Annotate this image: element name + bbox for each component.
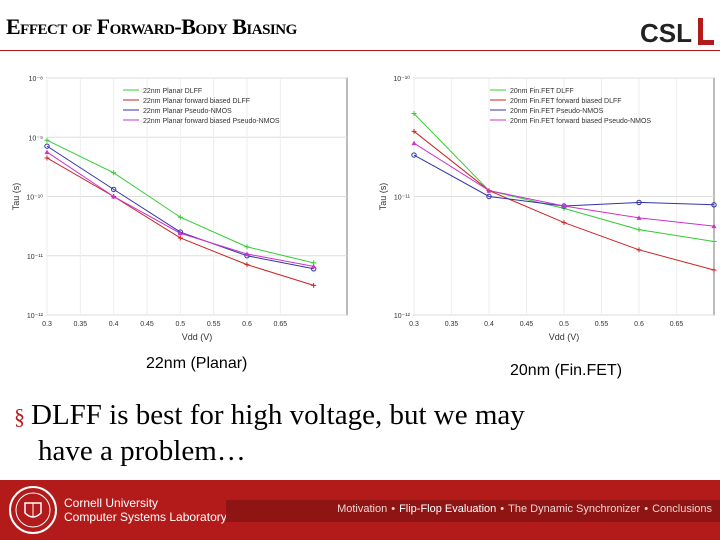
data-point xyxy=(110,186,117,193)
title-divider xyxy=(0,50,720,51)
cornell-seal-icon xyxy=(9,486,57,534)
data-point xyxy=(44,155,50,161)
caption-right: 20nm (Fin.FET) xyxy=(510,362,623,379)
data-point xyxy=(561,203,567,208)
data-point xyxy=(311,263,317,269)
x-tick-label: 0.35 xyxy=(74,321,88,328)
data-point xyxy=(711,267,717,273)
x-tick-label: 0.55 xyxy=(207,321,221,328)
data-point xyxy=(411,140,417,146)
x-tick-label: 0.3 xyxy=(409,321,419,328)
data-point xyxy=(486,188,492,193)
breadcrumb-item[interactable]: Flip-Flop Evaluation xyxy=(399,503,497,515)
y-tick-label: 10⁻¹¹ xyxy=(27,254,44,261)
x-tick-label: 0.45 xyxy=(520,321,534,328)
logo-text: CSL xyxy=(640,18,692,48)
legend-entry: 20nm Fin.FET Pseudo-NMOS xyxy=(510,108,604,115)
legend-entry: 22nm Planar DLFF xyxy=(143,88,202,95)
org-name: Cornell University Computer Systems Labo… xyxy=(64,496,227,524)
data-point xyxy=(311,282,317,288)
y-tick-label: 10⁻¹⁰ xyxy=(26,194,43,202)
legend-entry: 22nm Planar Pseudo-NMOS xyxy=(143,108,232,115)
slide-title: Effect of Forward-Body Biasing xyxy=(6,14,297,39)
x-tick-label: 0.5 xyxy=(175,321,185,328)
breadcrumb-separator: • xyxy=(391,503,396,515)
bullet-marker: § xyxy=(14,404,25,429)
legend-entry: 20nm Fin.FET DLFF xyxy=(510,88,574,95)
data-point xyxy=(411,111,417,117)
y-axis-label: Tau (s) xyxy=(378,183,388,211)
data-point xyxy=(244,244,250,250)
data-point xyxy=(177,235,183,241)
x-tick-label: 0.4 xyxy=(109,321,119,328)
breadcrumb-item[interactable]: Motivation xyxy=(337,503,388,515)
data-point xyxy=(711,202,717,208)
breadcrumb-item[interactable]: Conclusions xyxy=(652,503,712,515)
org-line1: Cornell University xyxy=(64,496,159,510)
data-point xyxy=(44,137,50,143)
data-point xyxy=(636,199,642,206)
data-point xyxy=(636,215,642,220)
bullet-text-line1: DLFF is best for high voltage, but we ma… xyxy=(31,399,525,431)
chart-right: 10⁻¹² 10⁻¹¹ 10⁻¹⁰ 0.3 0.35 0.4 0.45 0.5 0.55 0.6 0… xyxy=(378,75,717,342)
y-tick-label: 10⁻⁸ xyxy=(29,76,43,83)
data-point xyxy=(177,230,183,236)
y-tick-label: 10⁻¹² xyxy=(27,313,44,320)
data-point xyxy=(411,128,417,134)
data-point xyxy=(244,251,250,256)
y-tick-label: 10⁻¹² xyxy=(394,313,411,320)
section-breadcrumb: Motivation • Flip-Flop Evaluation • The Dyna… xyxy=(226,500,720,522)
y-tick-label: 10⁻⁹ xyxy=(29,135,43,142)
y-axis-label: Tau (s) xyxy=(11,183,21,211)
x-tick-label: 0.55 xyxy=(595,321,609,328)
data-point xyxy=(486,193,492,200)
csl-logo: CSL xyxy=(640,18,714,48)
data-point xyxy=(244,262,250,268)
chart-left: 10⁻¹² 10⁻¹¹ 10⁻¹⁰ 10⁻⁹ 10⁻⁸ 0.3 0.35 0.4 0.45 0.5… xyxy=(11,76,348,342)
legend-entry: 22nm Planar forward biased Pseudo-NMOS xyxy=(143,118,280,125)
bullet-text-line2: have a problem… xyxy=(38,435,246,467)
data-point xyxy=(711,223,717,229)
legend-entry: 22nm Planar forward biased DLFF xyxy=(143,98,250,105)
x-tick-label: 0.4 xyxy=(484,321,494,328)
data-point xyxy=(411,152,417,158)
y-tick-label: 10⁻¹⁰ xyxy=(393,75,410,83)
breadcrumb-separator: • xyxy=(644,503,649,515)
x-axis-label: Vdd (V) xyxy=(549,332,580,342)
x-tick-label: 0.65 xyxy=(274,321,288,328)
x-tick-label: 0.6 xyxy=(634,321,644,328)
org-line2: Computer Systems Laboratory xyxy=(64,510,227,524)
data-point xyxy=(44,149,50,155)
x-tick-label: 0.5 xyxy=(559,321,569,328)
data-point xyxy=(636,247,642,253)
data-point xyxy=(177,214,183,220)
caption-left: 22nm (Planar) xyxy=(146,355,248,372)
x-tick-label: 0.3 xyxy=(42,321,52,328)
bullet-point: § DLFF is best for high voltage, but we m… xyxy=(14,398,704,469)
x-axis-label: Vdd (V) xyxy=(182,332,213,342)
x-tick-label: 0.65 xyxy=(670,321,684,328)
y-tick-label: 10⁻¹¹ xyxy=(394,195,411,202)
x-tick-label: 0.45 xyxy=(140,321,154,328)
legend-entry: 20nm Fin.FET forward biased Pseudo-NMOS xyxy=(510,118,651,125)
data-point xyxy=(111,170,117,176)
data-point xyxy=(711,239,717,245)
x-tick-label: 0.6 xyxy=(242,321,252,328)
data-point xyxy=(111,194,117,199)
breadcrumb-items: Motivation • Flip-Flop Evaluation • The Dyna… xyxy=(335,503,714,515)
breadcrumb-item[interactable]: The Dynamic Synchronizer xyxy=(508,503,641,515)
breadcrumb-separator: • xyxy=(500,503,505,515)
legend-entry: 20nm Fin.FET forward biased DLFF xyxy=(510,98,622,105)
data-point xyxy=(44,143,50,149)
data-point xyxy=(636,227,642,233)
x-tick-label: 0.35 xyxy=(445,321,459,328)
data-point xyxy=(561,220,567,226)
